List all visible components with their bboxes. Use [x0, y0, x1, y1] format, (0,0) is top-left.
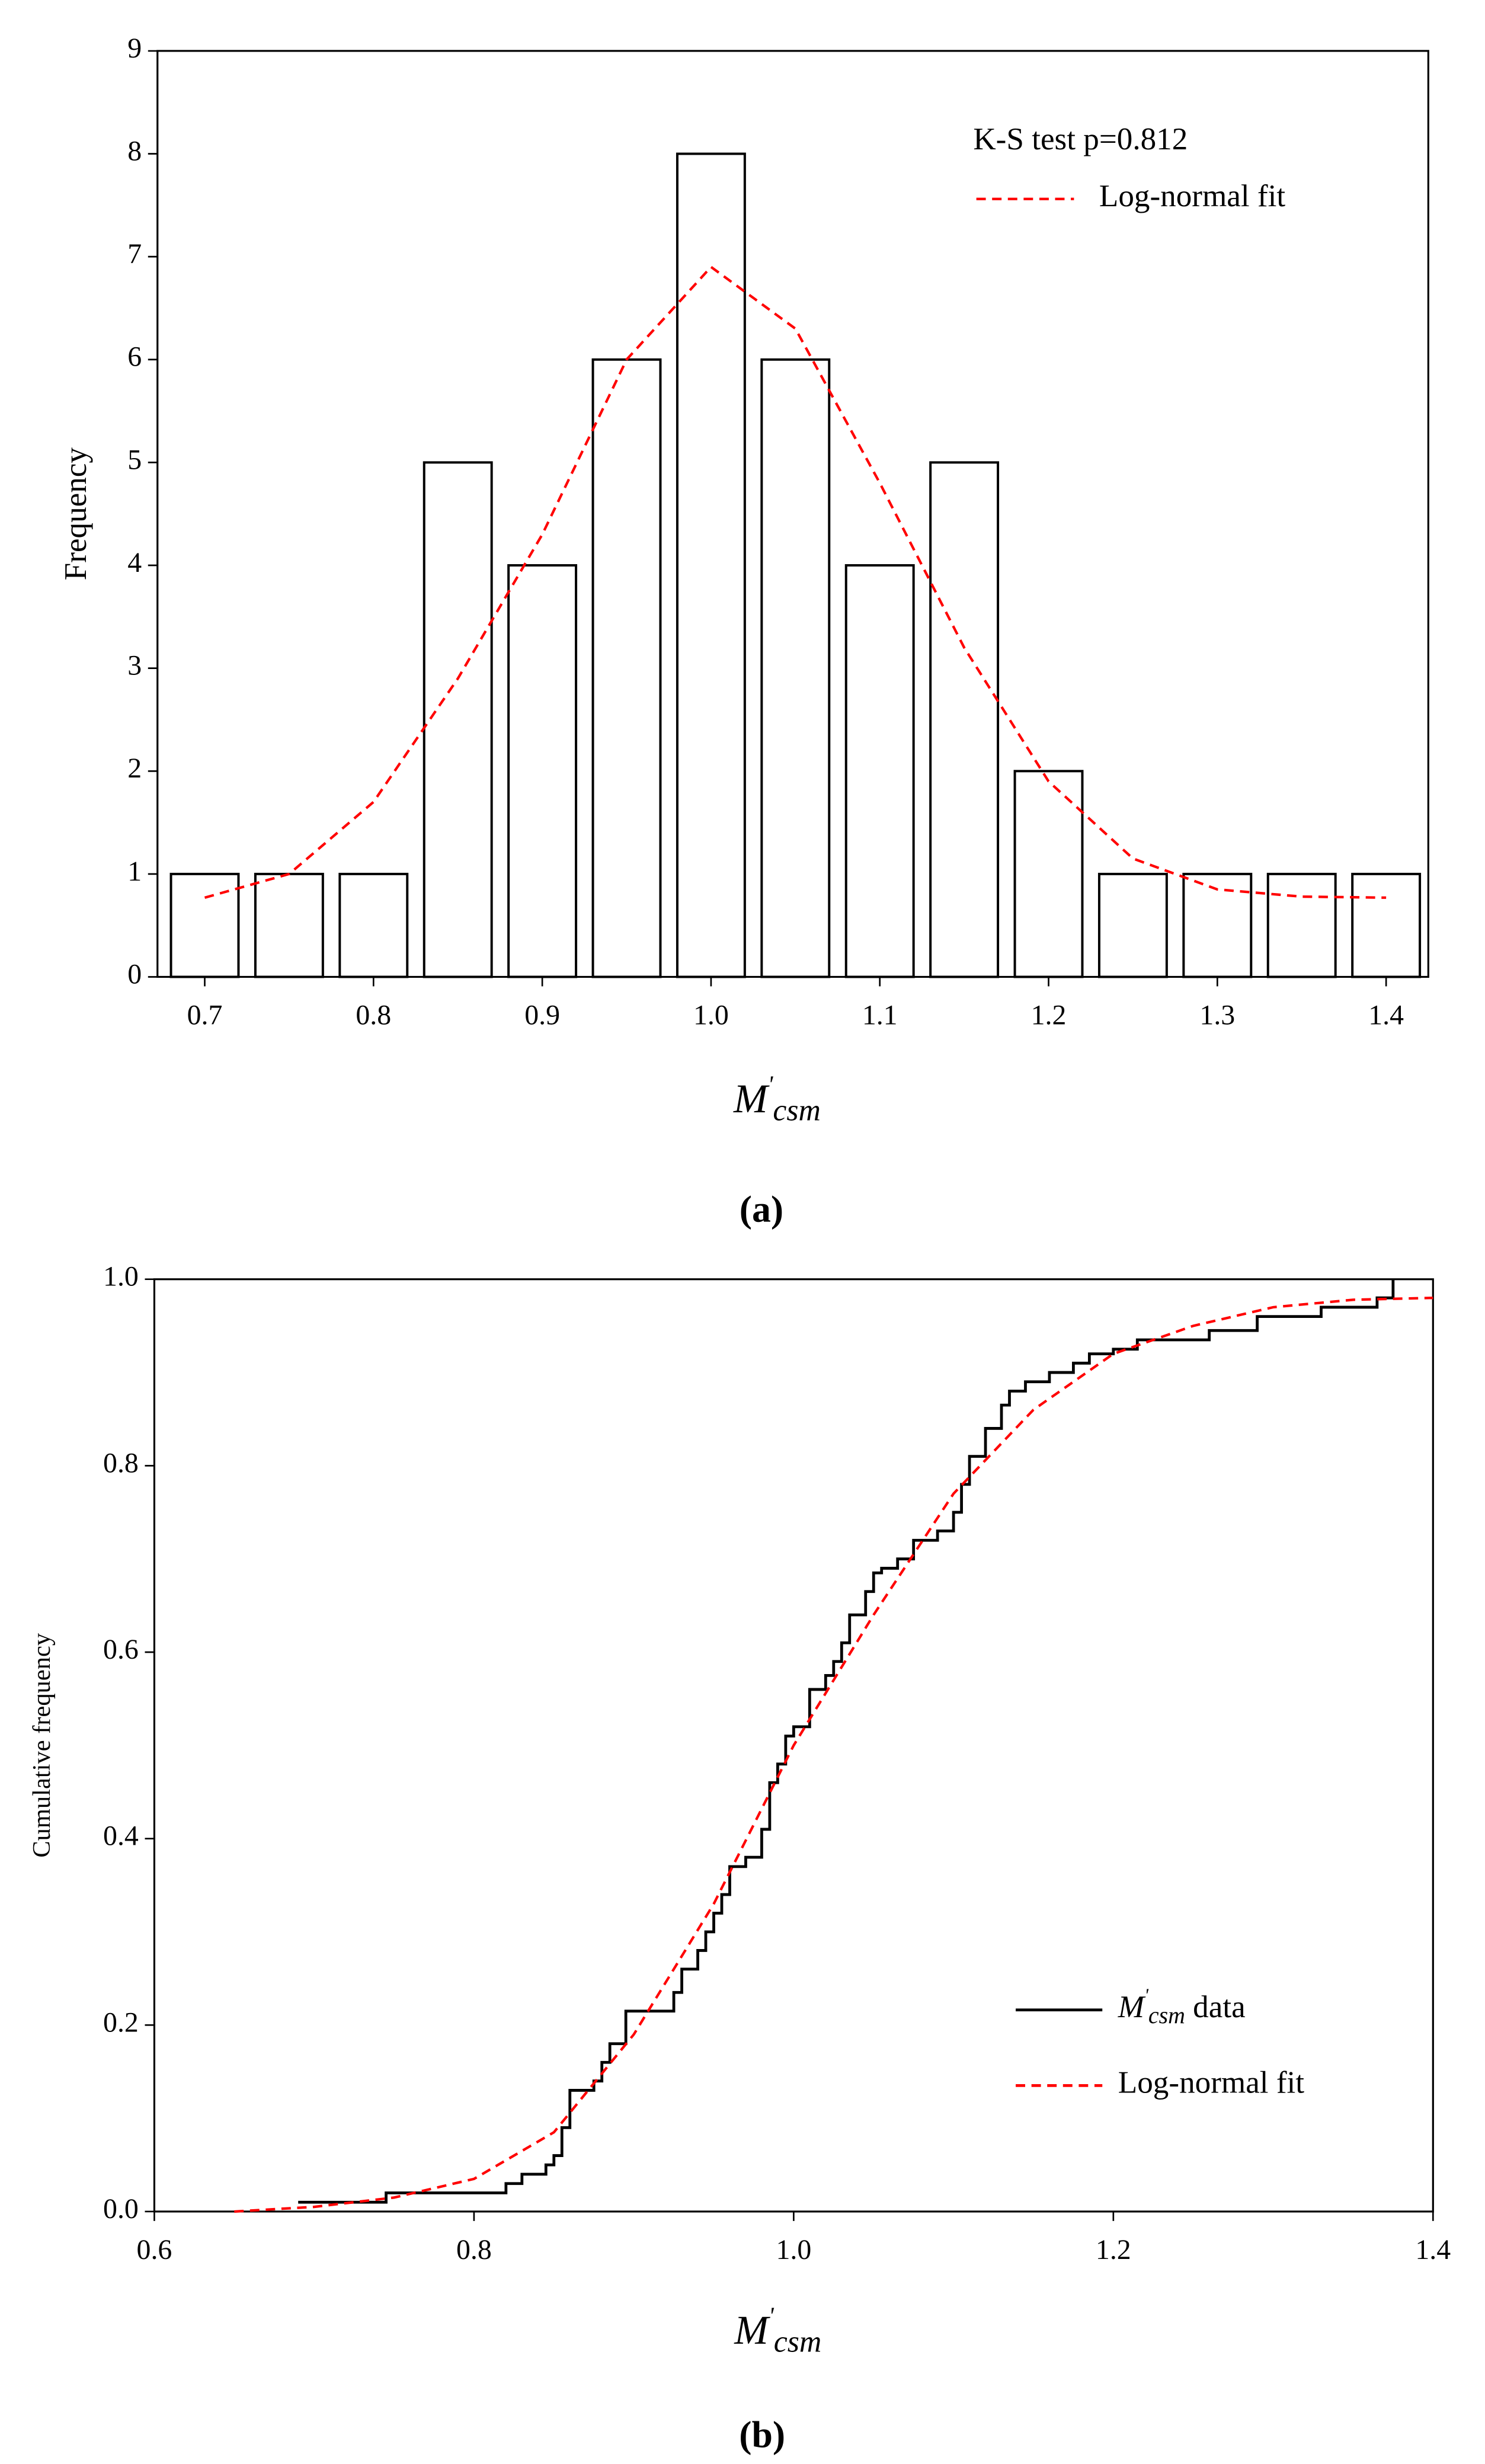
caption: (b) — [739, 2413, 785, 2455]
legend-label: Log-normal fit — [1118, 2066, 1304, 2100]
histogram-bar — [844, 564, 915, 978]
y-tick-label: 1.0 — [103, 1261, 139, 1292]
caption: (a) — [740, 1188, 783, 1230]
y-tick-label: 4 — [127, 547, 142, 578]
label-sup: ' — [1144, 1985, 1149, 2006]
x-axis-label: M'csm — [733, 1070, 821, 1127]
series-line — [298, 1279, 1395, 2204]
legend-label: M'csm data — [1118, 1985, 1246, 2028]
y-tick-label: 0.0 — [103, 2193, 139, 2225]
y-tick-label: 3 — [127, 650, 142, 681]
x-tick-label: 0.8 — [456, 2234, 492, 2265]
series-line — [204, 265, 1387, 899]
histogram-bar — [929, 461, 1000, 978]
histogram-bar — [1097, 872, 1168, 978]
legend-label: Log-normal fit — [1099, 179, 1285, 213]
x-tick-label: 1.4 — [1368, 1000, 1404, 1031]
histogram-bar — [760, 358, 831, 978]
histogram-bar — [676, 152, 746, 978]
x-tick-label: 1.0 — [776, 2234, 811, 2265]
histogram-bar — [1351, 872, 1422, 978]
label-sub: csm — [1148, 2002, 1185, 2028]
y-tick-label: 2 — [127, 753, 142, 784]
y-tick-label: 5 — [127, 444, 142, 475]
x-tick-label: 1.2 — [1031, 1000, 1067, 1031]
annotation: K-S test p=0.812 — [973, 122, 1188, 156]
y-tick-label: 0.6 — [103, 1634, 139, 1665]
histogram-bar — [507, 564, 578, 978]
y-tick-label: 1 — [127, 856, 142, 887]
y-tick-label: 7 — [127, 238, 142, 270]
label-sub: csm — [773, 1093, 821, 1127]
y-tick-label: 0.2 — [103, 2007, 139, 2038]
x-tick-label: 1.3 — [1199, 1000, 1235, 1031]
x-tick-label: 1.0 — [693, 1000, 729, 1031]
x-tick-label: 1.4 — [1415, 2234, 1451, 2265]
label-text: data — [1185, 1990, 1246, 2024]
series-line — [234, 1297, 1433, 2213]
y-tick-label: 0.4 — [103, 1820, 139, 1852]
x-tick-label: 1.2 — [1096, 2234, 1131, 2265]
label-base: M — [1118, 1990, 1146, 2024]
y-axis-label: Cumulative frequency — [28, 1633, 56, 1858]
x-tick-label: 0.7 — [187, 1000, 223, 1031]
label-base: M — [733, 1076, 770, 1121]
histogram-bar — [1182, 872, 1253, 978]
histogram-bar — [169, 872, 240, 978]
histogram-bar — [591, 358, 662, 978]
x-tick-label: 0.9 — [524, 1000, 560, 1031]
label-sup: ' — [768, 1070, 774, 1097]
histogram-bar — [1013, 770, 1084, 978]
histogram-bar — [423, 461, 493, 978]
histogram-bar — [338, 872, 409, 978]
histogram-bar — [1266, 872, 1337, 978]
y-tick-label: 9 — [127, 33, 142, 64]
histogram-bar — [254, 872, 324, 978]
x-tick-label: 0.6 — [137, 2234, 172, 2265]
x-tick-label: 1.1 — [862, 1000, 898, 1031]
y-tick-label: 8 — [127, 135, 142, 167]
y-axis-label: Frequency — [59, 447, 93, 581]
x-axis-label: M'csm — [734, 2302, 821, 2359]
y-tick-label: 6 — [127, 341, 142, 373]
label-base: M — [734, 2307, 770, 2353]
y-tick-label: 0.8 — [103, 1447, 139, 1479]
label-sup: ' — [769, 2302, 774, 2329]
x-tick-label: 0.8 — [356, 1000, 391, 1031]
y-tick-label: 0 — [127, 958, 142, 990]
label-sub: csm — [774, 2325, 822, 2359]
